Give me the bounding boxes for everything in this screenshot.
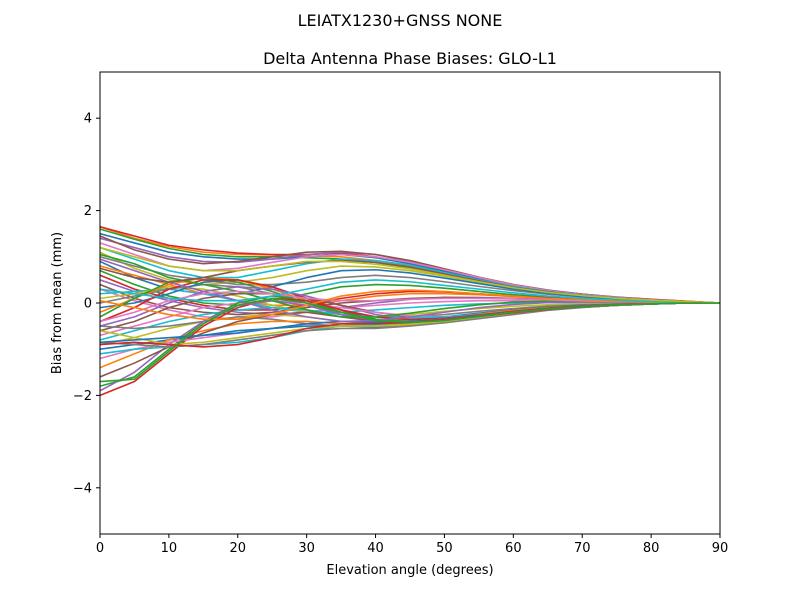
chart-title: Delta Antenna Phase Biases: GLO-L1 xyxy=(263,49,557,68)
y-axis-label: Bias from mean (mm) xyxy=(50,232,65,374)
x-axis-label: Elevation angle (degrees) xyxy=(326,563,493,578)
x-tick-label: 80 xyxy=(643,541,660,556)
series-line-46 xyxy=(100,289,720,320)
x-tick-label: 20 xyxy=(230,541,247,556)
x-tick-label: 30 xyxy=(298,541,315,556)
x-tick-label: 10 xyxy=(161,541,178,556)
y-axis: −4 −2 0 2 4 xyxy=(73,112,100,496)
series-line-47 xyxy=(100,279,720,304)
x-tick-label: 90 xyxy=(712,541,729,556)
y-tick-label: 0 xyxy=(84,297,92,312)
x-tick-label: 0 xyxy=(96,541,104,556)
series-line-49 xyxy=(100,246,720,304)
x-tick-label: 40 xyxy=(367,541,384,556)
y-tick-label: −2 xyxy=(73,389,92,404)
x-tick-label: 60 xyxy=(505,541,522,556)
y-tick-label: 2 xyxy=(84,204,92,219)
chart-suptitle: LEIATX1230+GNSS NONE xyxy=(298,11,503,30)
y-tick-label: −4 xyxy=(73,481,92,496)
y-tick-label: 4 xyxy=(84,112,92,127)
series-group xyxy=(100,225,720,397)
x-axis: 0 10 20 30 40 50 60 70 80 90 xyxy=(96,534,728,556)
x-tick-label: 50 xyxy=(436,541,453,556)
series-line-50 xyxy=(100,297,720,383)
x-tick-label: 70 xyxy=(574,541,591,556)
